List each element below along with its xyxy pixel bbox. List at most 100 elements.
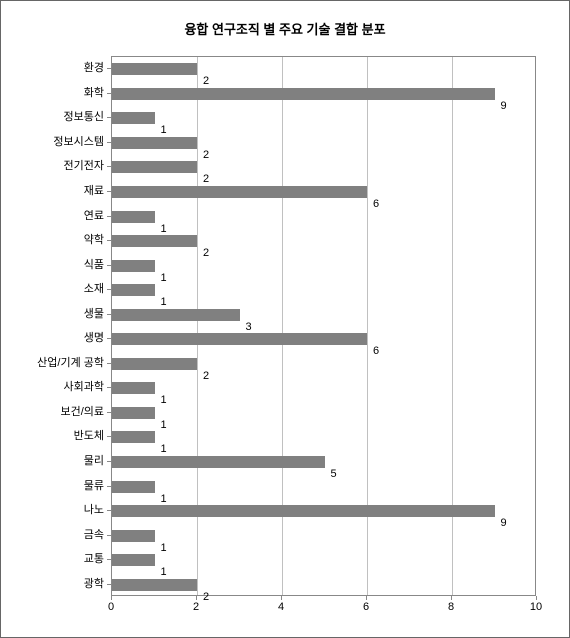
y-tick	[107, 387, 111, 388]
y-axis-label: 연료	[84, 210, 104, 222]
bar	[112, 137, 197, 149]
y-axis-label: 정보시스템	[53, 136, 104, 148]
bar-value-label: 3	[246, 321, 252, 333]
y-axis-label: 물류	[84, 480, 104, 492]
bar-value-label: 1	[161, 223, 167, 235]
y-axis-label: 화학	[84, 87, 104, 99]
bar-value-label: 5	[331, 468, 337, 480]
x-axis-label: 10	[530, 601, 542, 613]
y-axis-label: 반도체	[74, 430, 104, 442]
bar-row: 1	[112, 554, 155, 566]
bar	[112, 284, 155, 296]
bar	[112, 161, 197, 173]
bar-value-label: 2	[203, 591, 209, 603]
bar-row: 1	[112, 211, 155, 223]
y-axis-label: 식품	[84, 259, 104, 271]
y-axis-label: 금속	[84, 529, 104, 541]
plot-area: 2912261211362111519112	[111, 56, 536, 596]
bar	[112, 309, 240, 321]
bar	[112, 530, 155, 542]
bar	[112, 456, 325, 468]
y-tick	[107, 289, 111, 290]
bar-row: 2	[112, 137, 197, 149]
bar-row: 1	[112, 407, 155, 419]
bar-value-label: 1	[161, 566, 167, 578]
x-tick	[196, 596, 197, 600]
bar	[112, 88, 495, 100]
y-axis-label: 교통	[84, 553, 104, 565]
bar	[112, 186, 367, 198]
bar-value-label: 1	[161, 493, 167, 505]
bar-row: 1	[112, 530, 155, 542]
bar-row: 2	[112, 63, 197, 75]
x-axis-label: 8	[448, 601, 454, 613]
chart-container: 융합 연구조직 별 주요 기술 결합 분포 291226121136211151…	[0, 0, 570, 638]
y-axis-label: 생물	[84, 308, 104, 320]
y-axis-label: 광학	[84, 578, 104, 590]
y-tick	[107, 436, 111, 437]
y-tick	[107, 93, 111, 94]
y-tick	[107, 166, 111, 167]
bar-value-label: 2	[203, 370, 209, 382]
bar-value-label: 1	[161, 296, 167, 308]
bar-value-label: 1	[161, 542, 167, 554]
y-tick	[107, 216, 111, 217]
bar	[112, 382, 155, 394]
x-axis-label: 4	[278, 601, 284, 613]
bar-row: 9	[112, 505, 495, 517]
x-axis-label: 6	[363, 601, 369, 613]
bar-row: 1	[112, 260, 155, 272]
bar-value-label: 6	[373, 198, 379, 210]
bar-row: 6	[112, 186, 367, 198]
bar-row: 3	[112, 309, 240, 321]
y-tick	[107, 535, 111, 536]
y-tick	[107, 486, 111, 487]
y-tick	[107, 117, 111, 118]
y-tick	[107, 510, 111, 511]
bar	[112, 481, 155, 493]
y-axis-label: 전기전자	[64, 160, 104, 172]
bar-row: 1	[112, 112, 155, 124]
x-tick	[366, 596, 367, 600]
bar-row: 5	[112, 456, 325, 468]
bar-value-label: 2	[203, 75, 209, 87]
y-axis-label: 환경	[84, 62, 104, 74]
y-tick	[107, 68, 111, 69]
y-tick	[107, 363, 111, 364]
y-axis-label: 물리	[84, 455, 104, 467]
x-axis-label: 0	[108, 601, 114, 613]
y-axis-label: 재료	[84, 185, 104, 197]
y-axis-label: 사회과학	[64, 381, 104, 393]
bar-value-label: 9	[501, 100, 507, 112]
bar-value-label: 1	[161, 443, 167, 455]
bar-row: 1	[112, 481, 155, 493]
bar	[112, 579, 197, 591]
bar	[112, 505, 495, 517]
bar-value-label: 9	[501, 517, 507, 529]
bar	[112, 235, 197, 247]
y-tick	[107, 240, 111, 241]
bar-value-label: 2	[203, 173, 209, 185]
y-axis-label: 소재	[84, 283, 104, 295]
y-axis-label: 생명	[84, 332, 104, 344]
bar-value-label: 1	[161, 272, 167, 284]
bar	[112, 554, 155, 566]
x-tick	[281, 596, 282, 600]
y-tick	[107, 584, 111, 585]
bar-row: 9	[112, 88, 495, 100]
y-tick	[107, 265, 111, 266]
bar-row: 2	[112, 579, 197, 591]
y-tick	[107, 461, 111, 462]
y-axis-label: 약학	[84, 234, 104, 246]
bar-row: 6	[112, 333, 367, 345]
y-axis-label: 정보통신	[64, 111, 104, 123]
y-tick	[107, 412, 111, 413]
bar	[112, 333, 367, 345]
y-tick	[107, 314, 111, 315]
bar	[112, 407, 155, 419]
chart-title: 융합 연구조직 별 주요 기술 결합 분포	[1, 1, 569, 48]
x-tick	[111, 596, 112, 600]
bar-row: 2	[112, 235, 197, 247]
bar	[112, 358, 197, 370]
y-tick	[107, 142, 111, 143]
